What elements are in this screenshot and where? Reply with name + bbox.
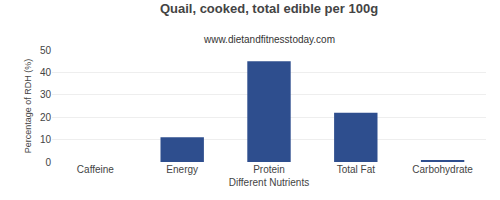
- svg-text:0: 0: [45, 157, 51, 168]
- svg-text:30: 30: [40, 89, 52, 100]
- svg-text:Energy: Energy: [166, 164, 198, 175]
- svg-text:50: 50: [40, 45, 52, 56]
- svg-text:Different Nutrients: Different Nutrients: [229, 177, 309, 188]
- svg-text:Percentage of RDH (%): Percentage of RDH (%): [23, 59, 33, 154]
- svg-text:20: 20: [40, 112, 52, 123]
- svg-text:Total Fat: Total Fat: [337, 164, 376, 175]
- svg-text:Quail, cooked, total edible pe: Quail, cooked, total edible per 100g: [160, 1, 378, 16]
- svg-text:40: 40: [40, 67, 52, 78]
- svg-text:www.dietandfitnesstoday.com: www.dietandfitnesstoday.com: [203, 34, 335, 45]
- svg-text:Protein: Protein: [253, 164, 285, 175]
- svg-text:Caffeine: Caffeine: [77, 164, 115, 175]
- svg-text:Carbohydrate: Carbohydrate: [412, 164, 473, 175]
- svg-text:10: 10: [40, 134, 52, 145]
